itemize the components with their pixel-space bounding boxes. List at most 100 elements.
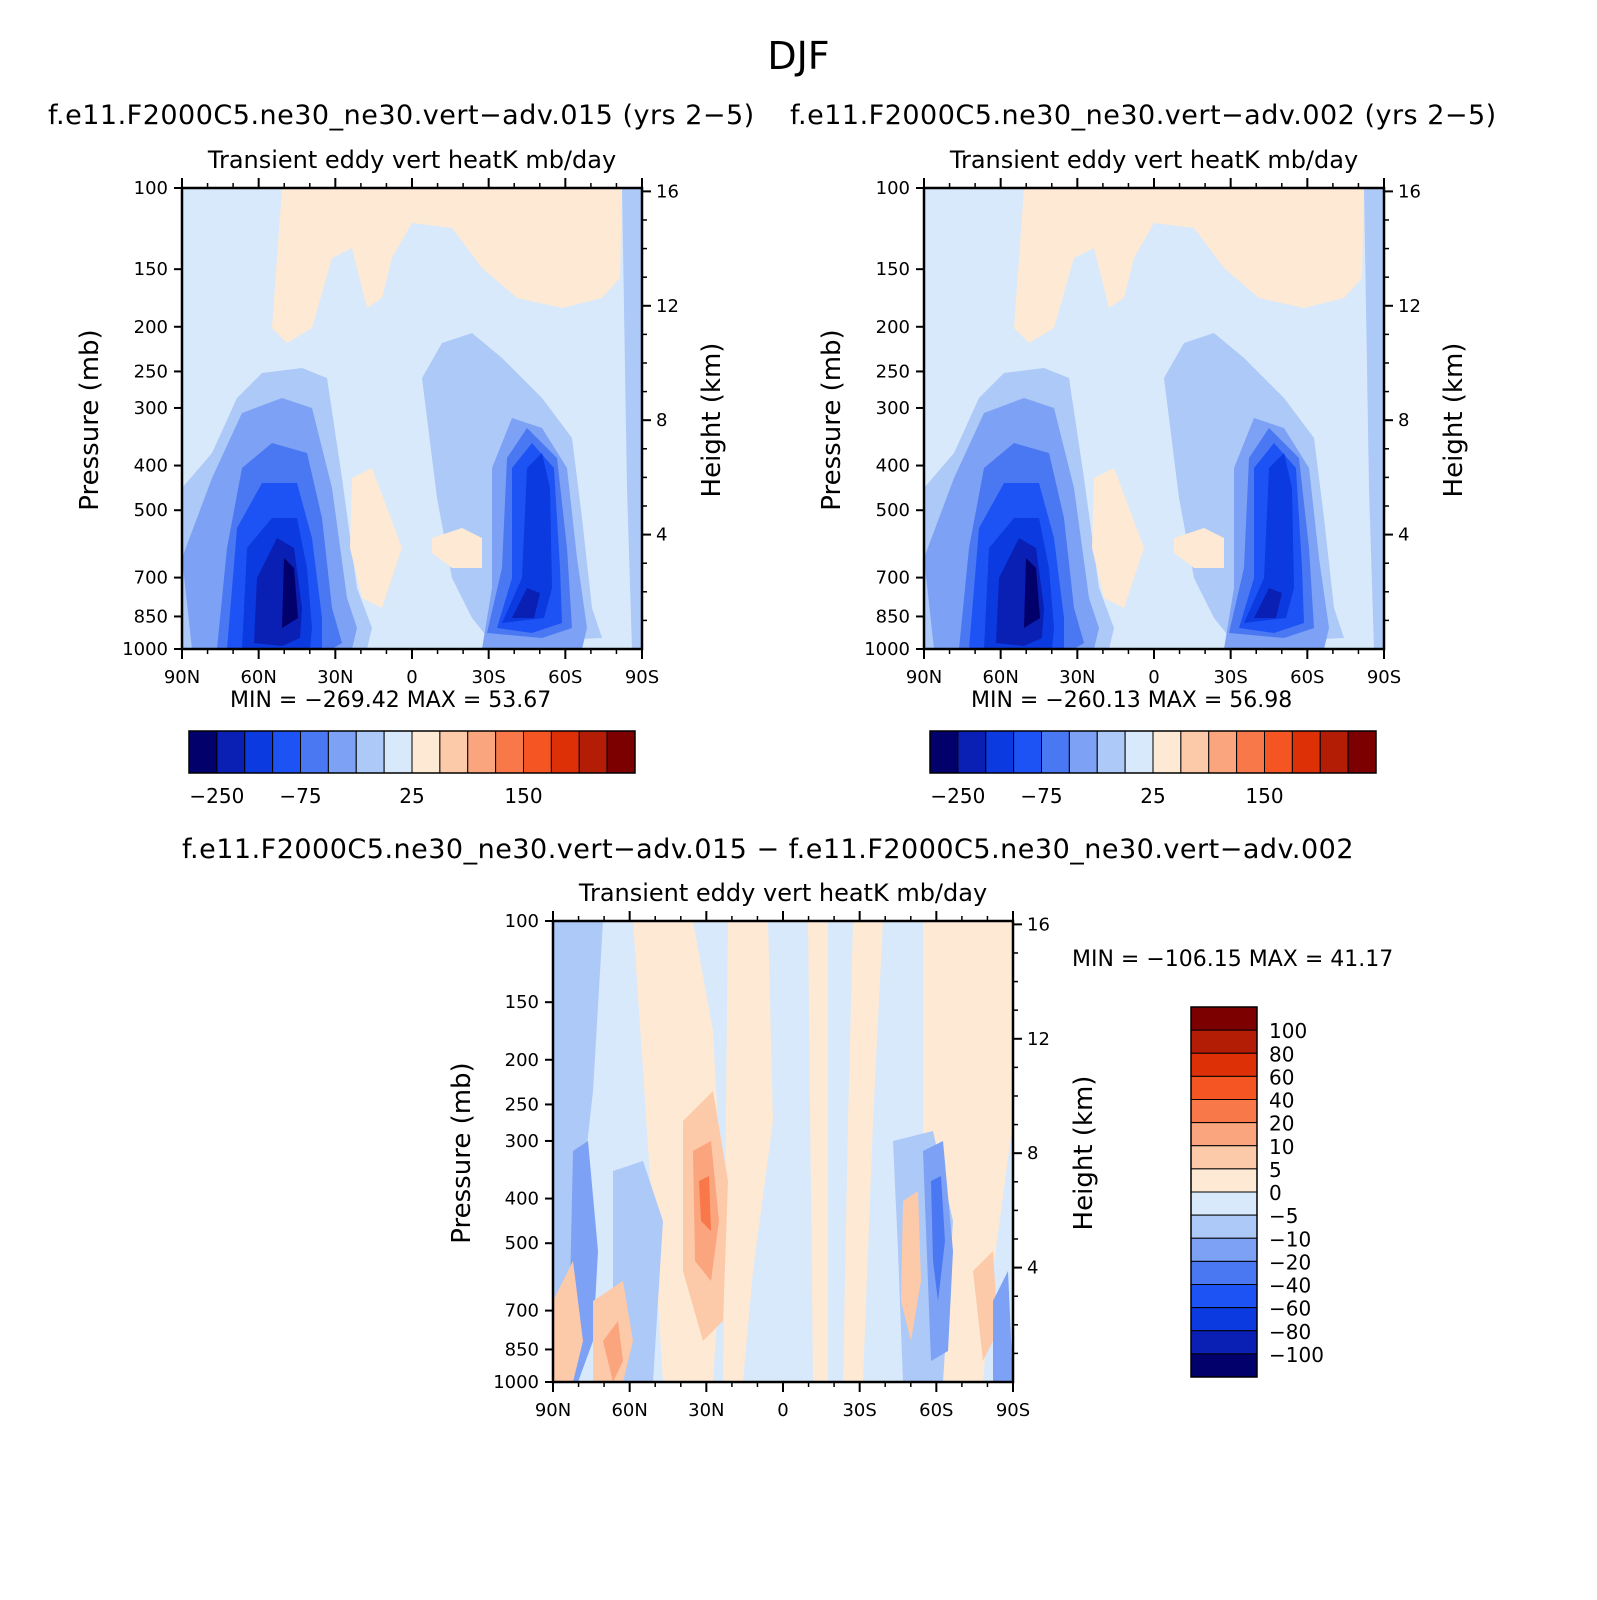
lat-tick-label: 60S (548, 667, 582, 688)
height-tick-label: 16 (656, 181, 679, 202)
colorbar-swatch (523, 730, 552, 774)
pressure-tick-label: 150 (505, 992, 539, 1013)
height-tick-label: 4 (1027, 1258, 1038, 1279)
colorbar-label: 0 (1269, 1181, 1282, 1205)
panel3-run-title: f.e11.F2000C5.ne30_ne30.vert−adv.015 − f… (182, 834, 1355, 865)
colorbar-swatch (383, 730, 413, 774)
colorbar-swatch (1347, 730, 1377, 774)
colorbar-frame (1190, 1006, 1258, 1378)
colorbar-swatch (1013, 730, 1042, 774)
pressure-tick-label: 300 (134, 398, 168, 419)
colorbar-swatch (1096, 730, 1126, 774)
panel3-colorbar: 100 80 60 40 20 10 5 0 −5 −10 −20 −40 −60 −80 −100 (1190, 1006, 1331, 1378)
colorbar-swatch (1190, 1260, 1258, 1285)
colorbar-swatch (1124, 730, 1154, 774)
pressure-tick-label: 850 (876, 606, 910, 627)
colorbar-label: −20 (1269, 1250, 1311, 1274)
panel3-y2label: Height (km) (1069, 1075, 1099, 1231)
pressure-tick-label: 200 (876, 317, 910, 338)
pressure-tick-label: 700 (134, 568, 168, 589)
colorbar-swatch (1190, 1330, 1258, 1355)
lat-tick-label: 90S (996, 1400, 1030, 1421)
colorbar-label: 150 (504, 784, 542, 808)
colorbar-label: −250 (930, 784, 985, 808)
colorbar-label: −80 (1269, 1320, 1311, 1344)
panel2-colorbar: −250 −75 25 150 (929, 730, 1377, 808)
colorbar-label: −10 (1269, 1227, 1311, 1251)
sh-storm-track-contour (1254, 588, 1282, 618)
colorbar-label: 5 (1269, 1158, 1282, 1182)
colorbar-swatch (355, 730, 385, 774)
pressure-tick-label: 250 (876, 361, 910, 382)
colorbar-swatch (1190, 1214, 1258, 1239)
pressure-tick-label: 150 (876, 259, 910, 280)
lat-tick-label: 30S (842, 1400, 876, 1421)
colorbar-label: −75 (1020, 784, 1062, 808)
lat-tick-label: 0 (777, 1400, 788, 1421)
colorbar-swatch (1208, 730, 1238, 774)
panel1-minmax: MIN = −269.42 MAX = 53.67 (230, 688, 552, 713)
colorbar-swatch (1190, 1168, 1258, 1193)
upper-positive-region (1014, 188, 1364, 343)
panel2-ylabel: Pressure (mb) (817, 329, 847, 511)
colorbar-swatch (1190, 1122, 1258, 1147)
lat-tick-label: 90N (535, 1400, 571, 1421)
pressure-tick-label: 100 (876, 178, 910, 199)
pressure-tick-label: 150 (134, 259, 168, 280)
colorbar-swatch (467, 730, 497, 774)
mid-positive-region (1092, 468, 1144, 608)
upper-positive-region (272, 188, 622, 343)
pressure-tick-label: 300 (505, 1131, 539, 1152)
pressure-tick-label: 250 (505, 1094, 539, 1115)
height-tick-label: 12 (656, 296, 679, 317)
colorbar-label: 10 (1269, 1135, 1294, 1159)
pressure-tick-label: 200 (505, 1050, 539, 1071)
colorbar-swatch (1236, 730, 1265, 774)
colorbar-swatch (1190, 1075, 1258, 1100)
difference-contour (901, 1191, 921, 1341)
colorbar-swatch (1190, 1029, 1258, 1054)
colorbar-swatch (1190, 1006, 1258, 1031)
colorbar-swatch (1068, 730, 1098, 774)
colorbar-swatch (929, 730, 959, 774)
lat-tick-label: 90N (906, 667, 942, 688)
lat-tick-label: 30N (688, 1400, 724, 1421)
lat-tick-label: 60S (919, 1400, 953, 1421)
nh-storm-track-contour (282, 558, 298, 628)
pressure-tick-label: 500 (505, 1233, 539, 1254)
difference-contour (931, 1176, 945, 1301)
colorbar-label: 25 (1140, 784, 1165, 808)
colorbar-swatch (300, 730, 329, 774)
colorbar-swatch (957, 730, 987, 774)
difference-contour (843, 921, 883, 1382)
panel1-ylabel: Pressure (mb) (75, 329, 105, 511)
pressure-tick-label: 400 (134, 456, 168, 477)
colorbar-swatch (1190, 1237, 1258, 1262)
nh-storm-track-contour (1024, 558, 1040, 628)
lat-tick-label: 30N (1059, 667, 1095, 688)
difference-contour (553, 1261, 583, 1382)
colorbar-swatch (1041, 730, 1070, 774)
colorbar-swatch (244, 730, 274, 774)
colorbar-swatch (578, 730, 608, 774)
panel1-run-title: f.e11.F2000C5.ne30_ne30.vert−adv.015 (yr… (48, 100, 755, 131)
colorbar-frame (929, 730, 1377, 774)
colorbar-swatch (1190, 1353, 1258, 1378)
colorbar-swatch (1180, 730, 1210, 774)
colorbar-label: 100 (1269, 1019, 1307, 1043)
lat-tick-label: 30S (1213, 667, 1247, 688)
panel3-subtitle: Transient eddy vert heatK mb/day (578, 879, 988, 907)
polar-region (1364, 188, 1384, 649)
colorbar-label: −100 (1269, 1343, 1324, 1367)
colorbar-swatch (1190, 1052, 1258, 1077)
figure-title: DJF (767, 34, 830, 78)
pressure-tick-label: 700 (876, 568, 910, 589)
height-tick-label: 16 (1027, 914, 1050, 935)
pressure-tick-label: 850 (505, 1339, 539, 1360)
height-tick-label: 8 (656, 410, 667, 431)
colorbar-swatch (439, 730, 469, 774)
colorbar-swatch (1190, 1307, 1258, 1332)
lat-tick-label: 60S (1290, 667, 1324, 688)
colorbar-label: 40 (1269, 1089, 1294, 1113)
pressure-tick-label: 400 (505, 1189, 539, 1210)
